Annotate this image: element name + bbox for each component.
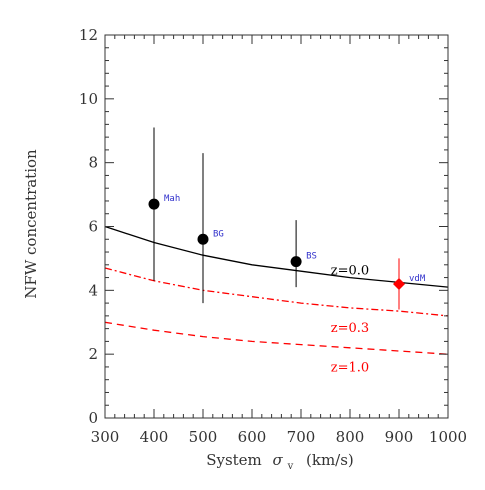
x-axis-title-text: System [206, 451, 262, 469]
x-axis-title-units: (km/s) [306, 451, 354, 469]
y-tick-label: 8 [88, 154, 98, 172]
series-line-z-0-0 [104, 225, 449, 288]
y-tick-label: 10 [79, 90, 98, 108]
point-label-bg: BG [213, 229, 224, 239]
y-tick-label: 6 [88, 218, 98, 236]
point-label-bs: BS [306, 252, 317, 262]
data-point-mah [148, 198, 160, 210]
data-point-bs [290, 256, 302, 268]
plot-frame [104, 34, 449, 419]
y-tick-label: 0 [88, 409, 98, 427]
x-tick-label: 600 [238, 428, 267, 446]
y-tick-label: 2 [88, 345, 98, 363]
y-tick-label: 4 [88, 281, 98, 299]
curve-label-z-0-3: z=0.3 [331, 321, 369, 336]
x-tick-label: 500 [189, 428, 218, 446]
curve-label-z-1-0: z=1.0 [331, 361, 369, 376]
x-tick-label: 700 [287, 428, 316, 446]
x-tick-label: 1000 [429, 428, 467, 446]
x-tick-label: 300 [91, 428, 120, 446]
x-tick-label: 400 [140, 428, 169, 446]
data-point-bg [197, 233, 209, 245]
point-label-mah: Mah [164, 194, 180, 204]
x-axis-title-subscript: v [287, 461, 294, 472]
labels-layer: Mah BG BS vdM z=0.0 z=0.3 z=1.0 [164, 194, 426, 376]
x-tick-label: 900 [385, 428, 414, 446]
data-point-vdm [393, 277, 405, 290]
x-axis-title: System σ v (km/s) [206, 451, 354, 473]
y-tick-label: 12 [79, 26, 98, 44]
series-line-z-1-0 [104, 321, 449, 355]
y-axis-title: NFW concentration [22, 149, 40, 299]
x-axis-title-symbol: σ [273, 451, 284, 469]
axes-layer: 300 400 500 600 700 800 900 1000 0 2 4 6 8 10 12 [79, 26, 467, 446]
points-layer [148, 127, 405, 310]
curve-label-z-0-0: z=0.0 [331, 263, 369, 278]
series-line-z-0-3 [104, 267, 449, 317]
point-label-vdm: vdM [409, 274, 426, 284]
x-tick-label: 800 [336, 428, 365, 446]
series-layer [104, 225, 449, 355]
